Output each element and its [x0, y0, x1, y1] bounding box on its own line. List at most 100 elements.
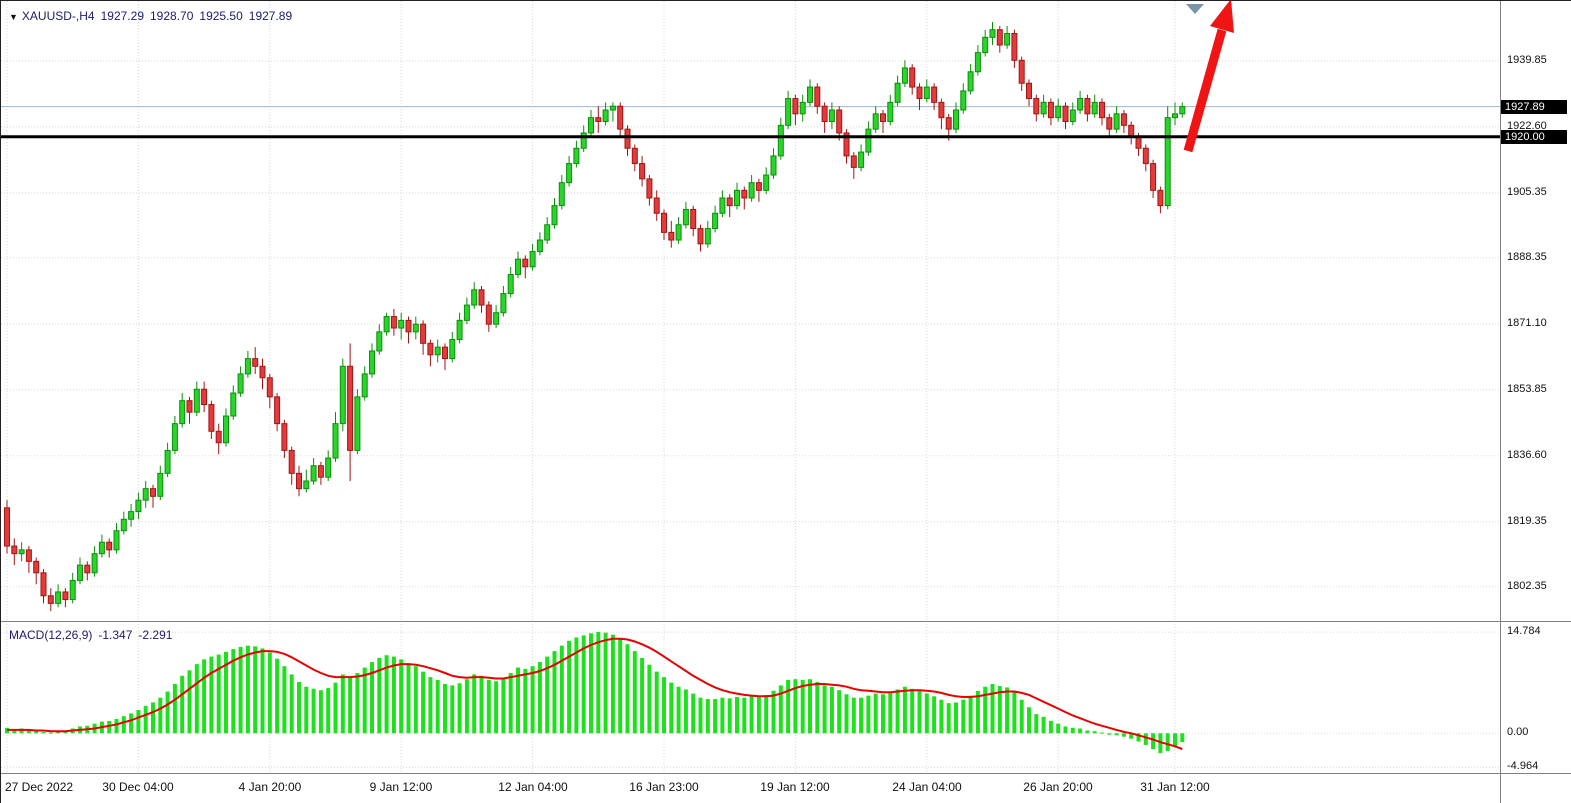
macd-histogram-bar [625, 644, 630, 734]
macd-histogram-bar [253, 646, 258, 734]
macd-histogram-bar [1056, 723, 1061, 734]
macd-histogram-bar [340, 674, 345, 734]
macd-histogram-bar [713, 699, 718, 734]
macd-histogram-bar [165, 691, 170, 734]
panel-separator[interactable] [1, 621, 1571, 622]
candle-body [259, 365, 266, 379]
macd-histogram-bar [41, 731, 46, 734]
candle-body [332, 423, 339, 459]
macd-signal-value: -2.291 [138, 628, 173, 642]
macd-histogram-bar [997, 686, 1002, 734]
time-axis-label: 31 Jan 12:00 [1140, 780, 1210, 794]
macd-histogram-bar [1121, 733, 1126, 737]
candle-body [624, 128, 631, 149]
candle-body [317, 465, 324, 478]
trend-arrow-head[interactable] [1210, 1, 1234, 33]
candle-body [1091, 101, 1098, 115]
macd-indicator-panel[interactable] [1, 621, 1500, 773]
candle-body [682, 208, 689, 226]
candle-body [1040, 101, 1047, 115]
macd-histogram-bar [1129, 733, 1134, 739]
candle-body [398, 319, 405, 329]
symbol-timeframe-label: XAUUSD-,H4 [21, 9, 95, 23]
trend-arrow-shaft[interactable] [1183, 28, 1227, 153]
candle-body [478, 289, 485, 306]
time-axis[interactable]: 27 Dec 2022 30 Dec 04:00 4 Jan 20:00 9 Jan … [1, 773, 1571, 803]
macd-histogram-bar [333, 682, 338, 734]
candle-body [463, 304, 470, 321]
macd-histogram-bar [968, 695, 973, 734]
price-axis[interactable]: 1927.89 1920.00 1939.85 1922.60 1905.35 188… [1501, 1, 1571, 773]
macd-histogram-bar [983, 686, 988, 734]
macd-histogram-bar [1107, 733, 1112, 735]
macd-histogram-bar [800, 679, 805, 734]
candle-body [872, 113, 879, 130]
candle-body [880, 113, 886, 122]
close-value: 1927.89 [248, 9, 293, 23]
candle-body [675, 224, 682, 241]
time-axis-label: 4 Jan 20:00 [238, 780, 302, 794]
candle-body [690, 208, 697, 230]
macd-histogram-bar [1048, 720, 1053, 734]
candle-body [383, 316, 390, 333]
candle-body [770, 155, 777, 176]
price-axis-label: 1922.60 [1507, 120, 1547, 132]
low-value: 1925.50 [199, 9, 243, 23]
macd-histogram-bar [297, 681, 301, 734]
candle-body [164, 449, 171, 474]
macd-histogram-bar [406, 663, 411, 734]
candle-body [1099, 101, 1105, 119]
candle-body [1172, 113, 1178, 119]
high-value: 1928.70 [150, 9, 194, 23]
macd-histogram-bar [114, 718, 119, 734]
candle-body [646, 178, 653, 199]
candle-body [792, 98, 799, 115]
macd-histogram-bar [895, 689, 900, 734]
macd-histogram-bar [1173, 733, 1177, 747]
macd-histogram-bar [48, 732, 53, 734]
macd-histogram-bar [596, 631, 601, 734]
macd-histogram-bar [1063, 726, 1068, 734]
candle-body [536, 239, 543, 253]
macd-histogram-bar [304, 686, 309, 734]
macd-histogram-bar [603, 632, 608, 734]
candle-body [296, 472, 302, 490]
main-price-chart[interactable] [1, 1, 1500, 621]
candle-body [33, 560, 40, 574]
macd-histogram-bar [107, 720, 112, 734]
candle-body [303, 480, 310, 490]
candle-body [996, 29, 1003, 46]
macd-histogram-bar [260, 648, 265, 734]
chart-menu-icon[interactable]: ▼ [9, 12, 18, 22]
macd-histogram-bar [501, 678, 506, 734]
macd-histogram-bar [917, 690, 922, 734]
candle-body [931, 86, 938, 103]
candle-body [726, 197, 733, 207]
macd-axis-label: -4.964 [1507, 760, 1539, 772]
macd-histogram-bar [837, 690, 842, 734]
down-triangle-marker[interactable] [1186, 4, 1204, 14]
candle-body [1128, 124, 1135, 138]
candle-body [609, 105, 616, 111]
candle-body [354, 396, 361, 451]
macd-histogram-bar [209, 656, 214, 734]
candle-body [274, 396, 281, 425]
macd-histogram-bar [435, 679, 440, 734]
candle-body [1077, 98, 1084, 111]
candle-body [558, 182, 565, 207]
macd-histogram-bar [377, 657, 382, 734]
macd-histogram-bar [545, 656, 550, 734]
macd-histogram-bar [450, 685, 455, 734]
candle-body [712, 212, 719, 230]
macd-histogram-bar [530, 666, 535, 734]
macd-histogram-bar [151, 702, 155, 734]
candle-body [836, 109, 843, 134]
price-axis-label: 1939.85 [1507, 54, 1547, 66]
candle-body [551, 205, 558, 226]
candle-body [252, 358, 259, 367]
macd-histogram-bar [443, 683, 447, 734]
candle-body [1164, 117, 1171, 207]
time-axis-label: 12 Jan 04:00 [498, 780, 568, 794]
candle-body [215, 430, 222, 444]
